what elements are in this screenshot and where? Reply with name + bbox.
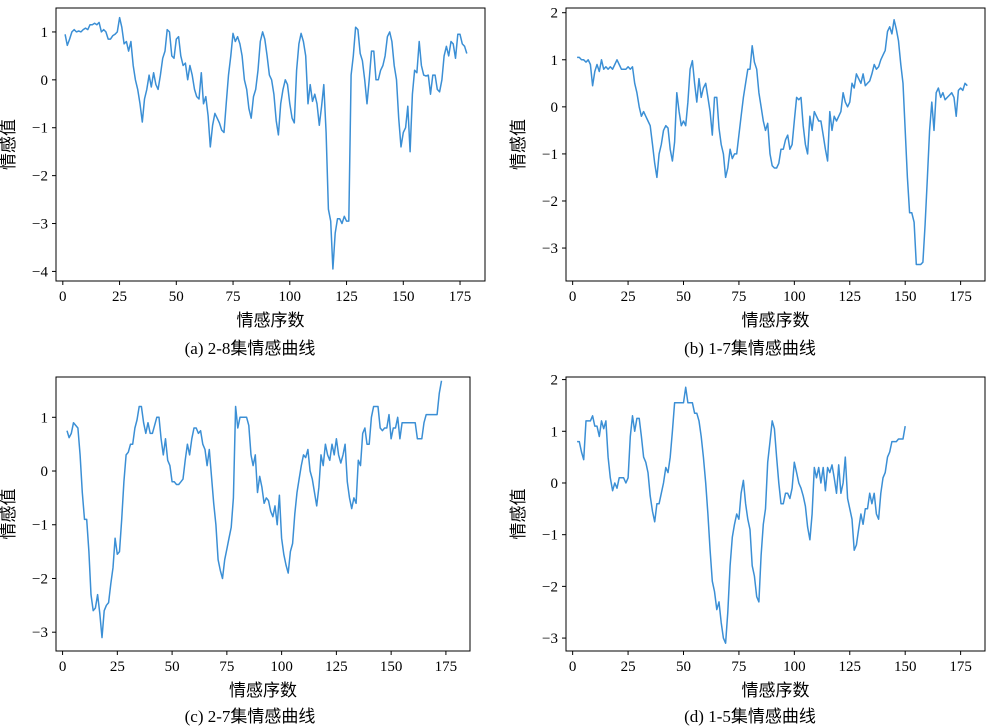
y-tick-label: −1 [32,121,48,137]
y-tick-label: −1 [542,147,558,163]
x-tick-label: 125 [325,659,348,675]
series-line [64,16,468,270]
x-tick-label: 75 [731,659,746,675]
plot-frame [55,7,486,282]
plot-frame [565,7,986,282]
x-tick-label: 100 [270,659,293,675]
x-tick-label: 25 [621,289,636,305]
chart-panel-b: 0 25 50 75 100 125 150 175 −3 −2 −1 0 1 2 情感序数 情感值 (b) … [500,0,1000,364]
y-tick-label: −1 [32,518,48,534]
x-tick-label: 175 [949,659,972,675]
line-chart-b: 0 25 50 75 100 125 150 175 −3 −2 −1 0 1 2 情感序数 情感值 [509,6,986,330]
x-tick-label: 25 [621,659,636,675]
plot-frame [565,376,986,652]
x-tick-label: 50 [169,289,184,305]
y-tick-label: −3 [542,241,558,257]
line-chart-c: 0 25 50 75 100 125 150 175 −3 −2 −1 0 1 情感序数 情感值 [0,376,471,700]
x-tick-label: 125 [839,289,862,305]
y-tick-label: 0 [41,73,49,89]
x-tick-label: 125 [839,659,862,675]
x-axis-label: 情感序数 [742,311,810,330]
chart-panel-a: 0 25 50 75 100 125 150 175 −4 −3 −2 −1 0 1 情感序数 情感值 (a)… [0,0,500,364]
x-tick-label: 75 [731,289,746,305]
y-tick-label: 1 [551,53,559,69]
line-chart-a: 0 25 50 75 100 125 150 175 −4 −3 −2 −1 0 1 情感序数 情感值 [0,7,486,330]
y-tick-label: 2 [551,373,559,389]
y-tick-label: 0 [41,464,49,480]
series-line [66,380,443,639]
x-tick-label: 100 [783,289,806,305]
x-tick-label: 175 [949,289,972,305]
x-axis-label: 情感序数 [742,681,810,700]
y-tick-label: −2 [32,571,48,587]
chart-caption-d: (d) 1-5集情感曲线 [684,707,816,726]
x-tick-label: 100 [279,289,302,305]
x-tick-label: 175 [449,289,472,305]
x-tick-label: 0 [569,659,577,675]
chart-caption-c: (c) 2-7集情感曲线 [184,707,316,726]
y-axis-label: 情感值 [509,489,528,540]
line-chart-d: 0 25 50 75 100 125 150 175 −3 −2 −1 0 1 2 情感序数 情感值 [509,373,986,700]
y-tick-label: 0 [551,100,559,116]
x-tick-label: 50 [165,659,180,675]
y-tick-label: 1 [41,25,49,41]
x-tick-label: 150 [380,659,403,675]
y-axis-label: 情感值 [509,119,528,170]
y-tick-label: 1 [41,410,49,426]
y-tick-label: −2 [542,579,558,595]
y-tick-label: −3 [32,625,48,641]
chart-caption-b: (b) 1-7集情感曲线 [684,339,816,358]
x-tick-label: 150 [392,289,415,305]
y-tick-label: −2 [32,169,48,185]
plot-frame [55,376,471,652]
x-tick-label: 0 [59,659,67,675]
x-tick-label: 0 [59,289,67,305]
y-axis-label: 情感值 [0,119,18,170]
y-tick-label: −2 [542,194,558,210]
x-axis-label: 情感序数 [237,311,305,330]
y-tick-label: 1 [551,424,559,440]
y-axis-label: 情感值 [0,489,18,540]
series-line [577,386,906,644]
x-tick-label: 75 [226,289,241,305]
y-tick-label: −4 [32,264,48,280]
chart-caption-a: (a) 2-8集情感曲线 [184,339,316,358]
chart-panel-d: 0 25 50 75 100 125 150 175 −3 −2 −1 0 1 2 情感序数 情感值 (d) … [500,364,1000,728]
x-tick-label: 50 [676,289,691,305]
y-tick-label: 2 [551,6,559,22]
y-tick-label: −3 [542,631,558,647]
x-tick-label: 175 [435,659,458,675]
series-line [577,19,968,266]
chart-panel-c: 0 25 50 75 100 125 150 175 −3 −2 −1 0 1 情感序数 情感值 (c) 2… [0,364,500,728]
x-tick-label: 25 [112,289,127,305]
x-tick-label: 0 [569,289,577,305]
x-tick-label: 150 [894,289,917,305]
y-tick-label: −3 [32,217,48,233]
x-tick-label: 75 [219,659,234,675]
y-tick-label: 0 [551,476,559,492]
x-tick-label: 25 [110,659,125,675]
x-tick-label: 50 [676,659,691,675]
x-axis-label: 情感序数 [229,681,297,700]
x-tick-label: 125 [335,289,358,305]
x-tick-label: 150 [894,659,917,675]
y-tick-label: −1 [542,528,558,544]
x-tick-label: 100 [783,659,806,675]
